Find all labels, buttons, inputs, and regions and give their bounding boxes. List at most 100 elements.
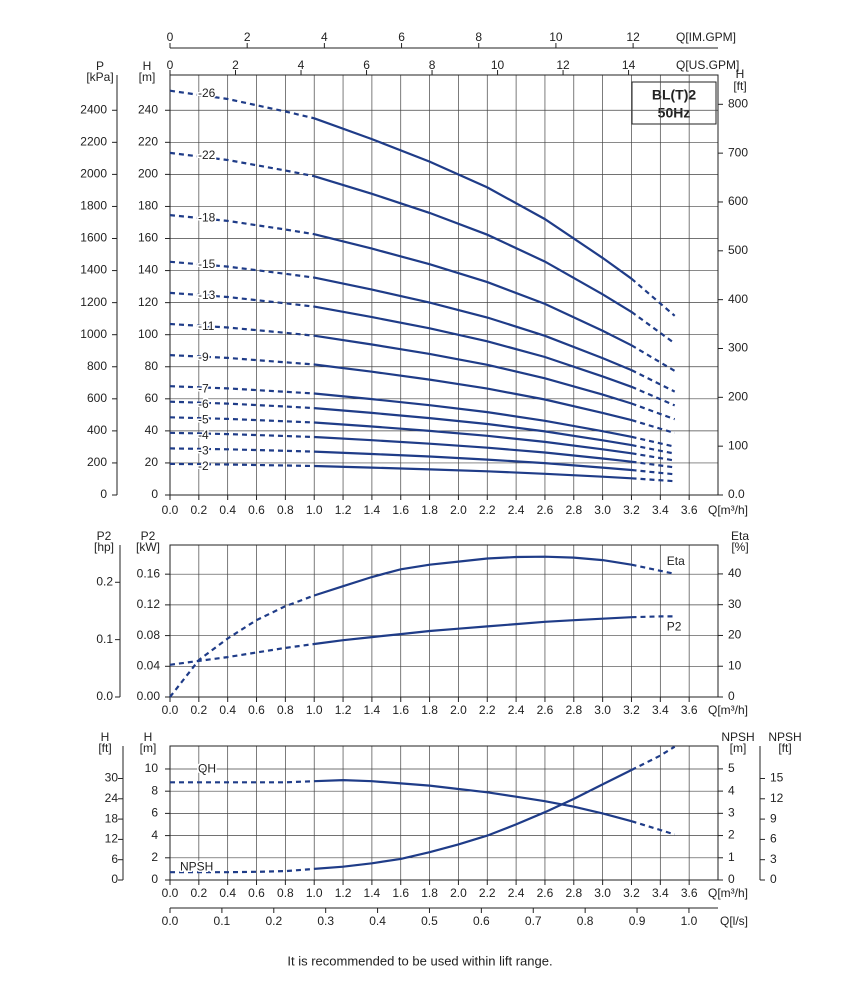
y2-axis-title: H (101, 730, 110, 744)
y2-tick-label: 18 (105, 811, 119, 825)
y2-tick-label: 0 (111, 872, 118, 886)
y2-axis-unit: [ft] (98, 741, 111, 755)
y-tick-label: 0 (151, 487, 158, 501)
curve-solid (313, 233, 632, 347)
curve-dashed (631, 444, 675, 455)
y3-axis-title: NPSH (721, 730, 754, 744)
x-tick-label: 2.4 (508, 886, 525, 900)
x-tick-label: 0.8 (277, 886, 294, 900)
x-tick-label: 2.0 (450, 886, 467, 900)
x-tick-label: 3.6 (681, 703, 698, 717)
curve-dashed (630, 277, 676, 317)
y3-tick-label: 5 (728, 761, 735, 775)
curve-label: -4 (198, 428, 209, 442)
x2-tick-label: 0.5 (421, 914, 438, 928)
y-tick-label: 0.16 (137, 566, 161, 580)
x-tick-label: 2.0 (450, 503, 467, 517)
y3-tick-label: 700 (728, 145, 748, 159)
curve-label: -3 (198, 444, 209, 458)
x-tick-label: 2.4 (508, 503, 525, 517)
curve-dashed (169, 462, 315, 468)
x-tick-label: 2.8 (565, 703, 582, 717)
chart-subtitle: 50Hz (658, 105, 691, 121)
curve-dashed (631, 369, 676, 393)
x-tick-label: 0.4 (219, 503, 236, 517)
x-tick-label: 3.4 (652, 886, 669, 900)
x-tick-label: 0.2 (190, 503, 207, 517)
plot-frame (169, 745, 719, 881)
curve-label: QH (198, 761, 216, 775)
x3-tick-label: 4 (321, 30, 328, 44)
curve-dashed (631, 468, 675, 476)
x2-tick-label: 0.4 (369, 914, 386, 928)
y2-tick-label: 6 (111, 852, 118, 866)
x-tick-label: 2.2 (479, 886, 496, 900)
footnote: It is recommended to be used within lift… (287, 953, 552, 968)
y-tick-label: 180 (138, 199, 158, 213)
curve-dashed (169, 322, 315, 337)
curve-dashed (169, 447, 315, 453)
x-tick-label: 0.4 (219, 703, 236, 717)
curve-label: -18 (198, 210, 216, 224)
x-tick-label: 0.6 (248, 503, 265, 517)
curve-dashed (169, 416, 315, 424)
x-tick-label: 3.6 (681, 886, 698, 900)
x-tick-label: 0.4 (219, 886, 236, 900)
y3-axis-title: Eta (731, 529, 749, 543)
curve-solid (314, 392, 632, 438)
curve-dashed (631, 385, 676, 407)
y-tick-label: 10 (145, 761, 159, 775)
curve-dashed (170, 780, 315, 784)
curve-solid (314, 435, 632, 463)
y-tick-label: 60 (145, 391, 159, 405)
y4-tick-label: 12 (770, 791, 784, 805)
x-tick-label: 1.8 (421, 886, 438, 900)
y-tick-label: 40 (145, 423, 159, 437)
x2-tick-label: 0.9 (629, 914, 646, 928)
y4-tick-label: 15 (770, 771, 784, 785)
y-tick-label: 4 (151, 828, 158, 842)
curve-dashed (170, 867, 315, 874)
x-tick-label: 1.0 (306, 703, 323, 717)
x-tick-label: 3.6 (681, 503, 698, 517)
x-tick-label: 3.2 (623, 503, 640, 517)
y3-tick-label: 300 (728, 341, 748, 355)
curve-dashed (169, 89, 315, 120)
y3-tick-label: 3 (728, 806, 735, 820)
curve-solid (313, 276, 632, 372)
y3-tick-label: 1 (728, 850, 735, 864)
y3-tick-label: 30 (728, 597, 742, 611)
x-tick-label: 2.4 (508, 703, 525, 717)
y-tick-label: 6 (151, 806, 158, 820)
x2-tick-label: 0.2 (265, 914, 282, 928)
curve-label: -9 (198, 350, 209, 364)
x2-tick-label: 6 (363, 58, 370, 72)
curve-dashed (631, 745, 676, 771)
y4-axis-unit: [ft] (778, 741, 791, 755)
x2-axis-title: Q[l/s] (720, 914, 748, 928)
curve-solid (314, 778, 632, 823)
x2-tick-label: 0.8 (577, 914, 594, 928)
y3-tick-label: 400 (728, 292, 748, 306)
x2-axis-title: Q[US.GPM] (676, 58, 739, 72)
x3-tick-label: 10 (549, 30, 563, 44)
curve-solid (314, 363, 632, 422)
y-axis-title: H (144, 730, 153, 744)
curve-label: -5 (198, 412, 209, 426)
curve-dashed (631, 419, 676, 435)
curve-solid (314, 616, 632, 646)
curve-dashed (169, 260, 315, 279)
curve-dashed (631, 452, 675, 462)
curve-dashed (169, 594, 315, 698)
x-tick-label: 0.8 (277, 503, 294, 517)
y-tick-label: 0.00 (137, 689, 161, 703)
y4-tick-label: 0 (770, 872, 777, 886)
y3-tick-label: 10 (728, 658, 742, 672)
x-tick-label: 1.4 (364, 503, 381, 517)
y-axis-unit: [kW] (136, 540, 160, 554)
y-tick-label: 240 (138, 102, 158, 116)
y2-tick-label: 0.0 (96, 689, 113, 703)
x-tick-label: 0.0 (162, 886, 179, 900)
plot-frame (169, 74, 719, 496)
